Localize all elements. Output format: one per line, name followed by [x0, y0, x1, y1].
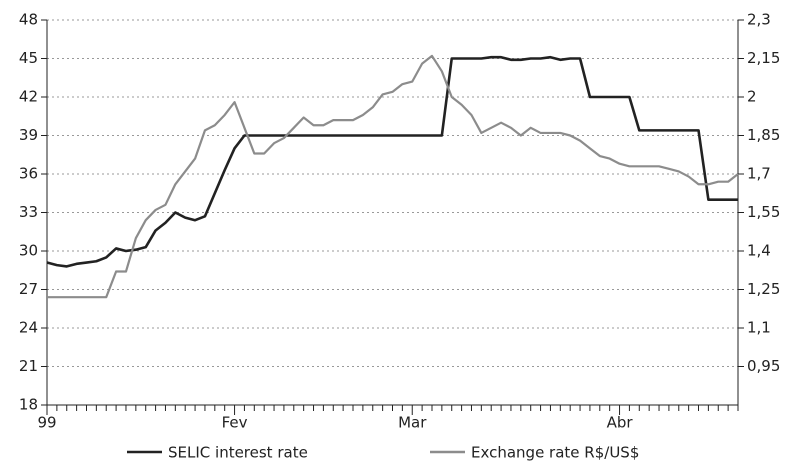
- x-tick-label: 99: [37, 414, 56, 432]
- y-tick-label: 48: [19, 11, 38, 29]
- legend-label: SELIC interest rate: [168, 444, 308, 462]
- y-tick-label: 42: [19, 88, 38, 106]
- legend-label: Exchange rate R$/US$: [471, 444, 639, 462]
- x-tick-label: Fev: [222, 414, 248, 432]
- y-tick-label: 45: [19, 49, 38, 67]
- y-tick-label: 27: [19, 280, 38, 298]
- x-tick-label: Abr: [607, 414, 634, 432]
- y2-tick-label: 1,55: [747, 203, 780, 221]
- y2-tick-label: 2,3: [747, 11, 771, 29]
- y-tick-label: 21: [19, 357, 38, 375]
- y-tick-label: 33: [19, 203, 38, 221]
- y2-tick-label: 1,7: [747, 165, 771, 183]
- y-tick-label: 18: [19, 396, 38, 414]
- y2-tick-label: 2: [747, 88, 757, 106]
- y2-tick-label: 2,15: [747, 49, 780, 67]
- series-line: [47, 54, 739, 299]
- y-tick-label: 36: [19, 165, 38, 183]
- y2-tick-label: 1,4: [747, 242, 771, 260]
- x-tick-label: Mar: [398, 414, 427, 432]
- y-tick-label: 39: [19, 126, 38, 144]
- series-line: [46, 55, 738, 268]
- y2-tick-label: 1,85: [747, 126, 780, 144]
- y2-tick-label: 1,1: [747, 319, 771, 337]
- y2-tick-label: 1,25: [747, 280, 780, 298]
- y-tick-label: 30: [19, 242, 38, 260]
- y-tick-label: 24: [19, 319, 38, 337]
- y2-tick-label: 0,95: [747, 357, 780, 375]
